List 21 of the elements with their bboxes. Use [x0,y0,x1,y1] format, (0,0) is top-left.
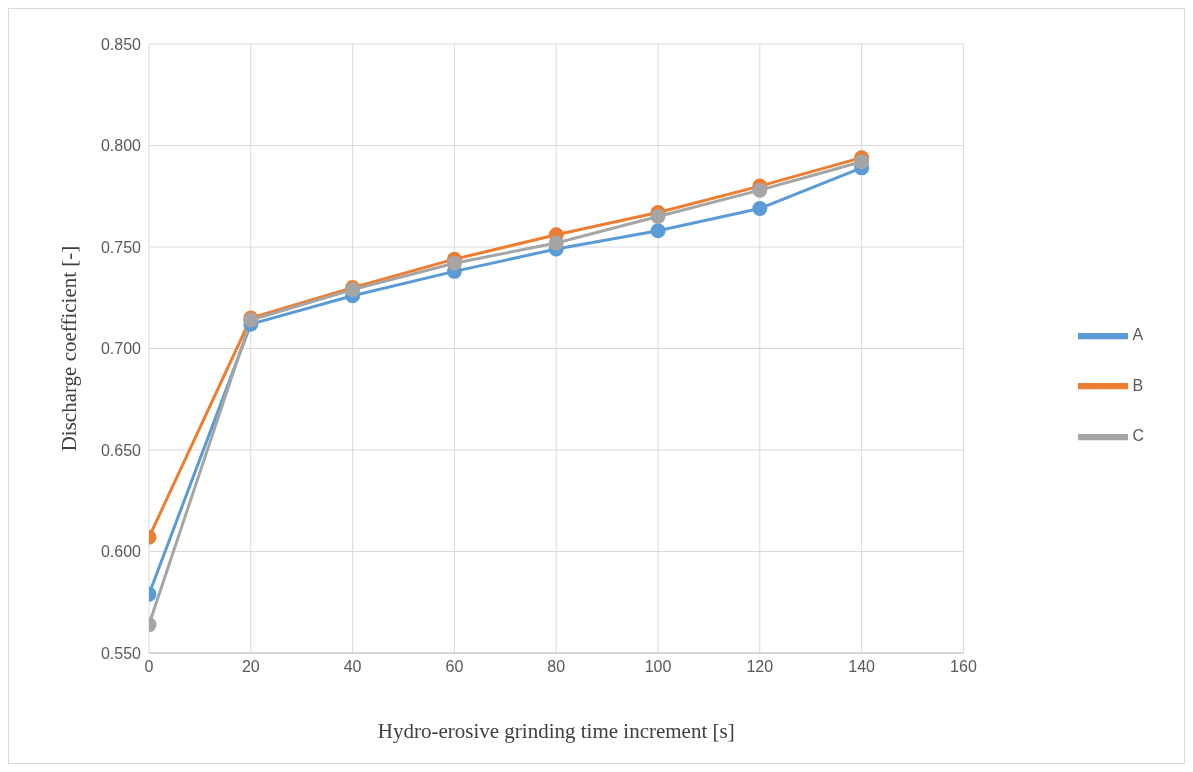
x-tick-label: 60 [445,658,464,676]
legend-label: C [1132,427,1144,445]
x-tick-label: 80 [547,658,566,676]
x-axis-title: Hydro-erosive grinding time increment [s] [377,719,735,743]
y-tick-label: 0.700 [100,340,142,358]
x-tick-label: 0 [144,658,154,676]
y-tick-label: 0.600 [100,543,142,561]
x-tick-label: 40 [343,658,362,676]
x-tick-label: 20 [241,658,260,676]
x-tick-label: 100 [644,658,672,676]
y-tick-label: 0.550 [100,644,142,662]
x-tick-label: 160 [950,658,977,676]
y-tick-label: 0.850 [100,35,142,53]
y-tick-label: 0.650 [100,441,142,459]
legend-label: B [1132,376,1144,394]
y-tick-label: 0.750 [100,238,142,256]
y-axis-title: Discharge coefficient [-] [57,245,82,452]
x-tick-label: 140 [848,658,876,676]
legend-label: A [1132,325,1144,343]
y-tick-label: 0.800 [100,137,142,155]
x-tick-label: 120 [746,658,774,676]
